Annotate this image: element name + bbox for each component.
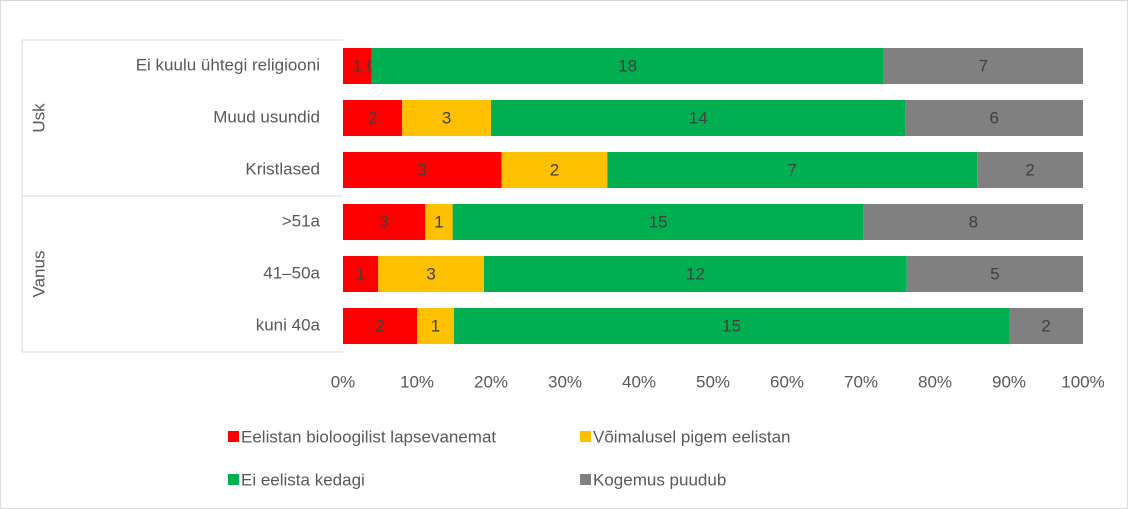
- data-label: 14: [689, 108, 708, 127]
- x-tick-label: 60%: [770, 372, 804, 391]
- legend-label: Võimalusel pigem eelistan: [593, 427, 791, 446]
- bar-segment: [371, 48, 884, 84]
- legend-swatch: [228, 431, 239, 442]
- legend-swatch: [580, 431, 591, 442]
- bar-segment: [343, 256, 379, 292]
- data-label: 2: [550, 160, 559, 179]
- data-label: 7: [979, 56, 988, 75]
- bar-segment: [343, 48, 372, 84]
- bar-segment: [343, 152, 502, 188]
- data-label: 15: [649, 212, 668, 231]
- x-tick-label: 20%: [474, 372, 508, 391]
- data-label: 3: [442, 108, 451, 127]
- bar-segment: [501, 152, 608, 188]
- y-tick-label: 41–50a: [263, 263, 320, 282]
- data-label: 2: [375, 316, 384, 335]
- x-tick-label: 30%: [548, 372, 582, 391]
- data-label: 3: [379, 212, 388, 231]
- bar-segment: [905, 100, 1083, 136]
- legend-swatch: [228, 474, 239, 485]
- data-label: 1: [434, 212, 443, 231]
- bar-segment: [452, 204, 864, 240]
- bar-segment: [863, 204, 1083, 240]
- y-tick-label: >51a: [282, 211, 321, 230]
- bar-segment: [454, 308, 1009, 344]
- bar-segment: [425, 204, 453, 240]
- data-label: 7: [788, 160, 797, 179]
- group-label: Vanus: [29, 251, 48, 298]
- bar-segment: [607, 152, 978, 188]
- bar-segment: [343, 100, 403, 136]
- data-label: 2: [368, 108, 377, 127]
- legend-label: Kogemus puudub: [593, 470, 726, 489]
- data-label: 2: [1025, 160, 1034, 179]
- bar-segment: [906, 256, 1083, 292]
- legend-label: Eelistan bioloogilist lapsevanemat: [241, 427, 496, 446]
- bar-segment: [491, 100, 906, 136]
- group-label: Usk: [29, 103, 48, 133]
- x-tick-label: 40%: [622, 372, 656, 391]
- x-tick-label: 10%: [400, 372, 434, 391]
- data-label: 1: [356, 264, 365, 283]
- data-label: 12: [686, 264, 705, 283]
- bar-segment: [343, 308, 417, 344]
- data-label: 18: [618, 56, 637, 75]
- y-tick-label: kuni 40a: [256, 315, 321, 334]
- y-tick-label: Ei kuulu ühtegi religiooni: [136, 55, 320, 74]
- data-label: 1: [431, 316, 440, 335]
- legend-swatch: [580, 474, 591, 485]
- x-tick-label: 50%: [696, 372, 730, 391]
- x-tick-label: 80%: [918, 372, 952, 391]
- bar-segment: [1009, 308, 1083, 344]
- legend-label: Ei eelista kedagi: [241, 470, 365, 489]
- x-tick-label: 100%: [1061, 372, 1104, 391]
- data-label: 6: [989, 108, 998, 127]
- x-tick-label: 90%: [992, 372, 1026, 391]
- x-tick-label: 70%: [844, 372, 878, 391]
- data-label: 1: [352, 56, 361, 75]
- data-label: 3: [418, 160, 427, 179]
- data-label: 5: [990, 264, 999, 283]
- bar-segment: [417, 308, 454, 344]
- data-label: 3: [426, 264, 435, 283]
- data-label: 8: [969, 212, 978, 231]
- bar-segment: [977, 152, 1083, 188]
- bar-segment: [402, 100, 491, 136]
- bar-segment: [883, 48, 1083, 84]
- bar-segment: [343, 204, 426, 240]
- y-tick-label: Muud usundid: [213, 107, 320, 126]
- data-label: 2: [1041, 316, 1050, 335]
- data-label: 15: [722, 316, 741, 335]
- bar-segment: [483, 256, 907, 292]
- x-tick-label: 0%: [331, 372, 356, 391]
- bar-segment: [378, 256, 484, 292]
- y-tick-label: Kristlased: [245, 159, 320, 178]
